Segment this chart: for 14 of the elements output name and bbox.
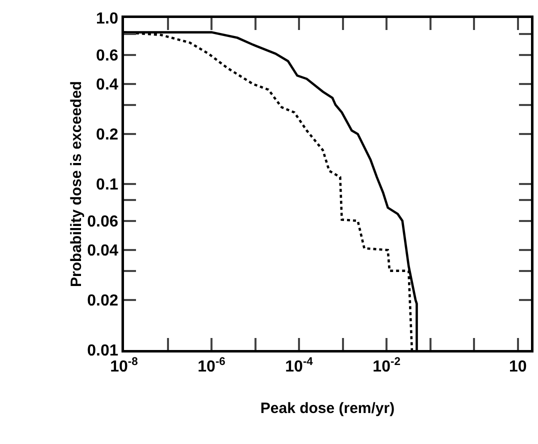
y-tick-label: 0.04: [87, 242, 118, 260]
y-tick-label: 0.1: [96, 176, 118, 194]
x-tick-label: 10$^{-4}$: [285, 356, 314, 376]
x-tick-label: 10: [508, 358, 527, 376]
y-tick-label: 1.0: [96, 10, 118, 28]
x-axis-title: Peak dose (rem/yr): [260, 400, 395, 417]
x-tick-label: 10$^{-6}$: [198, 356, 226, 376]
y-axis-title: Probability dose is exceeded: [68, 81, 86, 287]
y-tick-label: 0.06: [87, 213, 118, 230]
y-tick-label: 0.6: [96, 47, 118, 64]
y-tick-label: 0.02: [87, 292, 118, 310]
y-tick-label: 0.4: [96, 76, 118, 94]
x-tick-label: 10$^{-2}$: [372, 356, 400, 376]
y-tick-label: 0.2: [96, 126, 118, 144]
